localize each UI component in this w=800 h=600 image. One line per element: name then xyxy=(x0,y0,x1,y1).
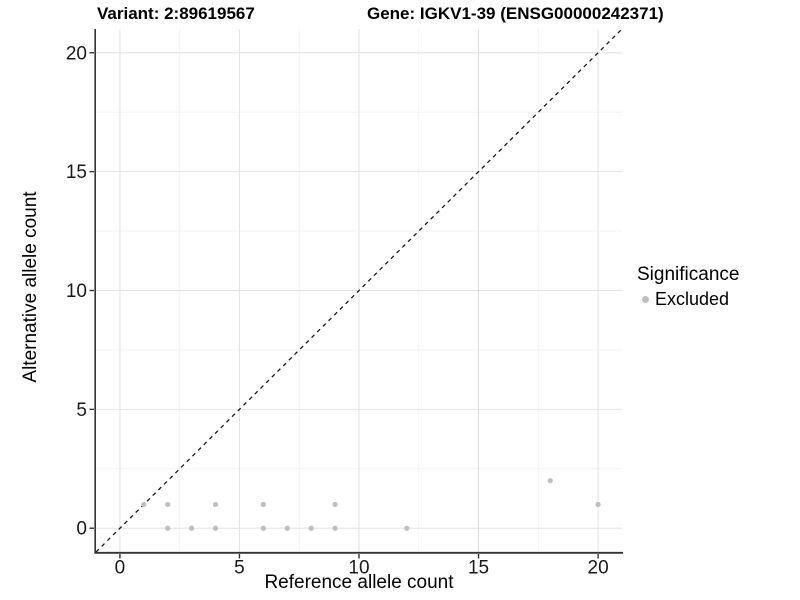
data-point xyxy=(141,501,147,508)
y-axis-title: Alternative allele count xyxy=(20,191,41,383)
data-point xyxy=(212,525,219,531)
x-tick-label: 5 xyxy=(234,558,245,579)
y-tick-label: 0 xyxy=(76,519,87,540)
data-point xyxy=(165,501,171,508)
x-tick-label: 10 xyxy=(348,558,369,579)
x-tick-label: 0 xyxy=(115,558,126,579)
data-point xyxy=(189,525,195,531)
legend-item-excluded: Excluded xyxy=(637,289,739,310)
y-tick-label: 5 xyxy=(76,400,87,421)
data-point xyxy=(260,525,266,531)
x-axis-title: Reference allele count xyxy=(264,572,454,593)
y-tick-label: 15 xyxy=(66,162,87,183)
data-point xyxy=(212,501,219,508)
data-point xyxy=(165,525,171,531)
x-tick-label: 20 xyxy=(588,558,609,579)
legend-title: Significance xyxy=(637,264,740,285)
data-point xyxy=(260,501,266,508)
legend-item-label: Excluded xyxy=(655,289,730,309)
y-tick-label: 20 xyxy=(66,43,87,64)
excluded-point-icon xyxy=(641,296,649,303)
data-point xyxy=(308,525,314,531)
x-tick-label: 15 xyxy=(468,558,489,579)
data-point xyxy=(595,501,601,508)
data-point xyxy=(404,525,410,531)
gene-title: Gene: IGKV1-39 (ENSG00000242371) xyxy=(367,4,664,23)
legend-key xyxy=(637,292,653,308)
y-tick-label: 10 xyxy=(66,281,87,302)
data-point xyxy=(284,525,290,531)
legend: Significance Excluded xyxy=(637,264,739,310)
data-point xyxy=(332,525,338,531)
identity-dashed-line xyxy=(95,28,623,553)
data-point xyxy=(547,478,553,484)
variant-title: Variant: 2:89619567 xyxy=(97,4,255,23)
data-point xyxy=(332,501,338,508)
